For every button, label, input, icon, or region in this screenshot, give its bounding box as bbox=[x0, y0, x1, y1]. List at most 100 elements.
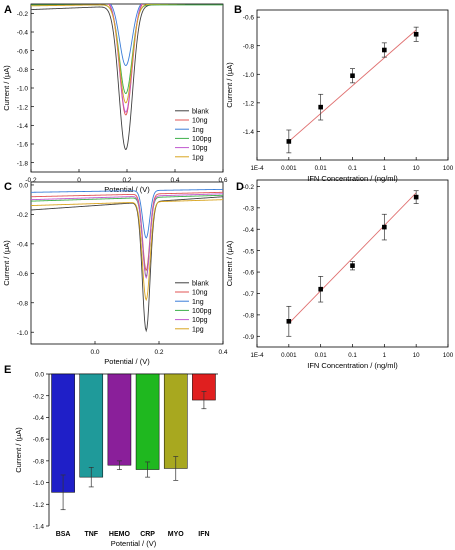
panel-letter: C bbox=[4, 181, 12, 193]
series-line-1pg bbox=[31, 4, 190, 104]
y-axis-label: Current / (μA) bbox=[225, 62, 234, 108]
x-tick-label: 0.4 bbox=[170, 177, 179, 184]
y-tick-label: 0.0 bbox=[19, 183, 28, 190]
x-tick-label: 0.1 bbox=[348, 352, 357, 359]
panel-A: A -1.8 -1.6 -1.4 -1.2 -1.0 -0.8 -0.6 -0.4 -0.2 -0.… bbox=[2, 3, 228, 194]
x-tick-label: 0.1 bbox=[348, 165, 357, 172]
y-tick-label: -0.2 bbox=[243, 184, 255, 191]
y-tick-label: -0.7 bbox=[243, 291, 255, 298]
y-tick-label: -1.4 bbox=[243, 129, 255, 136]
category-label: IFN bbox=[198, 531, 209, 538]
x-tick-label: 0.01 bbox=[315, 352, 328, 359]
data-point bbox=[350, 263, 355, 268]
x-axis-label: Potential / (V) bbox=[111, 539, 157, 548]
series-line-100pg bbox=[31, 4, 223, 94]
legend-label: 10pg bbox=[192, 317, 208, 324]
y-tick-label: -0.5 bbox=[243, 248, 255, 255]
legend-label: 100pg bbox=[192, 308, 212, 315]
x-tick-label: 10 bbox=[413, 165, 420, 172]
y-tick-label: -0.8 bbox=[243, 312, 255, 319]
x-tick-label: 1 bbox=[383, 165, 387, 172]
series-line-1ng bbox=[31, 188, 223, 239]
bar-MYO bbox=[163, 373, 188, 469]
data-point bbox=[413, 194, 419, 200]
x-tick-label: 0 bbox=[77, 177, 81, 184]
data-point bbox=[286, 139, 292, 144]
y-tick-label: 0.0 bbox=[35, 372, 44, 379]
legend-label: 10ng bbox=[192, 118, 208, 125]
category-label: BSA bbox=[56, 531, 71, 538]
data-point bbox=[413, 31, 419, 37]
legend-label: 1pg bbox=[192, 154, 204, 161]
y-tick-label: -0.6 bbox=[243, 270, 255, 277]
y-tick-label: -0.4 bbox=[17, 30, 29, 37]
y-axis-label: Current / (μA) bbox=[2, 240, 11, 286]
y-tick-label: -1.2 bbox=[243, 100, 255, 107]
y-tick-label: -0.6 bbox=[243, 15, 255, 22]
legend-label: 10pg bbox=[192, 145, 208, 152]
bar-BSA bbox=[51, 373, 75, 493]
x-axis-label: IFN Concentration / (ng/ml) bbox=[307, 174, 398, 183]
y-tick-label: -0.6 bbox=[17, 48, 29, 55]
legend-label: 1ng bbox=[192, 127, 204, 134]
panel-D: D -0.9 -0.8 -0.7 -0.6 -0.5 -0.4 -0.3 -0.2 1E-4 0.0… bbox=[225, 179, 454, 370]
series-line-10pg bbox=[31, 193, 223, 279]
y-tick-label: -0.4 bbox=[17, 241, 29, 248]
series-line-blank bbox=[31, 196, 223, 333]
y-tick-label: -0.4 bbox=[33, 415, 45, 422]
y-tick-label: -1.0 bbox=[17, 86, 29, 93]
x-tick-label: 0.4 bbox=[218, 349, 227, 356]
y-tick-label: -1.2 bbox=[33, 502, 45, 509]
series-line-blank bbox=[31, 4, 187, 150]
series-line-1pg bbox=[31, 199, 223, 302]
legend-label: 1pg bbox=[192, 326, 204, 333]
series-group bbox=[31, 4, 223, 150]
bar-HEMO bbox=[107, 373, 132, 466]
panel-letter: D bbox=[236, 181, 244, 193]
panel-letter: B bbox=[234, 4, 242, 16]
series-line-10ng bbox=[107, 4, 144, 116]
x-tick-label: 0.01 bbox=[315, 165, 328, 172]
y-tick-label: -1.8 bbox=[17, 160, 29, 167]
y-tick-label: -1.4 bbox=[33, 524, 45, 531]
data-point bbox=[382, 224, 387, 230]
y-tick-label: -1.0 bbox=[243, 72, 255, 79]
x-tick-label: 10 bbox=[413, 352, 420, 359]
y-axis-label: Current / (μA) bbox=[2, 65, 11, 111]
series-line-100pg bbox=[31, 194, 223, 278]
series-line-10ng bbox=[31, 191, 223, 272]
fit-line bbox=[288, 29, 417, 142]
x-tick-label: 1E-4 bbox=[250, 352, 264, 359]
x-axis-label: Potential / (V) bbox=[104, 357, 150, 366]
x-tick-label: 0.001 bbox=[281, 165, 297, 172]
data-point bbox=[286, 319, 292, 324]
y-tick-label: -0.8 bbox=[33, 458, 45, 465]
x-tick-label: 100 bbox=[443, 352, 454, 359]
y-tick-label: -0.8 bbox=[243, 43, 255, 50]
panel-C: C -1.0 -0.8 -0.6 -0.4 -0.2 0.0 0.0 0.2 0.4 Potenti… bbox=[2, 181, 228, 366]
y-tick-label: -0.8 bbox=[17, 300, 29, 307]
y-tick-label: -0.2 bbox=[33, 393, 45, 400]
x-tick-label: -0.2 bbox=[25, 177, 37, 184]
y-tick-label: -1.0 bbox=[17, 330, 29, 337]
x-tick-label: 1E-4 bbox=[250, 165, 264, 172]
y-tick-label: -0.6 bbox=[17, 271, 29, 278]
category-label: HEMO bbox=[109, 531, 131, 538]
category-label: CRP bbox=[140, 531, 155, 538]
category-label: TNF bbox=[84, 531, 98, 538]
series-line-10pg bbox=[109, 4, 143, 113]
x-tick-label: 1 bbox=[383, 352, 387, 359]
category-label: MYO bbox=[168, 531, 185, 538]
bar-TNF bbox=[79, 373, 104, 478]
x-tick-label: 0.6 bbox=[218, 177, 227, 184]
x-axis-label: IFN Concentration / (ng/ml) bbox=[307, 361, 398, 370]
x-axis-label: Potential / (V) bbox=[104, 185, 150, 194]
series-group bbox=[31, 188, 223, 333]
y-axis-label: Current / (μA) bbox=[14, 427, 23, 473]
data-point bbox=[382, 47, 387, 53]
series-line-1ng bbox=[109, 4, 142, 66]
legend-label: 10ng bbox=[192, 290, 208, 297]
data-point bbox=[318, 104, 323, 110]
x-tick-label: 0.2 bbox=[154, 349, 163, 356]
